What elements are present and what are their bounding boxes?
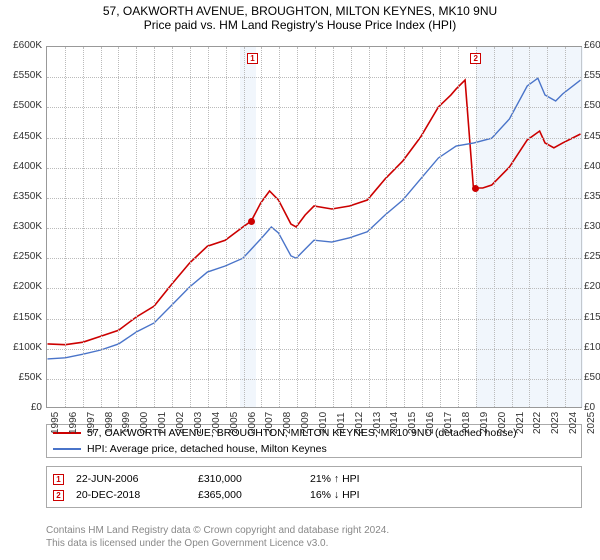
y-tick-label: £400K (0, 161, 42, 172)
x-tick-label: 2003 (193, 412, 204, 434)
x-tick-label: 1998 (104, 412, 115, 434)
x-tick-label: 2018 (461, 412, 472, 434)
x-tick-label: 2014 (389, 412, 400, 434)
x-tick-label: 2006 (247, 412, 258, 434)
point-marker-2: 2 (53, 490, 64, 501)
series-hpi (47, 78, 580, 359)
x-tick-label: 1999 (121, 412, 132, 434)
y-tick-label: £350K (0, 191, 42, 202)
x-tick-label: 2015 (407, 412, 418, 434)
x-tick-label: 2025 (586, 412, 597, 434)
y-tick-label: £200K (0, 281, 42, 292)
sale-marker-1: 1 (247, 53, 258, 64)
x-tick-label: 2021 (515, 412, 526, 434)
point-price-1: £310,000 (198, 473, 298, 485)
y-tick-label-right: £500K (584, 100, 600, 111)
point-row-2: 2 20-DEC-2018 £365,000 16% ↓ HPI (53, 487, 575, 503)
y-tick-label: £550K (0, 70, 42, 81)
x-tick-label: 2005 (229, 412, 240, 434)
x-tick-label: 2004 (211, 412, 222, 434)
point-marker-1: 1 (53, 474, 64, 485)
title-line-2: Price paid vs. HM Land Registry's House … (0, 18, 600, 32)
x-tick-label: 2002 (175, 412, 186, 434)
point-date-1: 22-JUN-2006 (76, 473, 186, 485)
y-tick-label-right: £200K (584, 281, 600, 292)
x-tick-label: 2013 (372, 412, 383, 434)
y-tick-label-right: £350K (584, 191, 600, 202)
x-tick-label: 2019 (479, 412, 490, 434)
x-tick-label: 2020 (497, 412, 508, 434)
x-tick-label: 2000 (139, 412, 150, 434)
x-tick-label: 1996 (68, 412, 79, 434)
x-tick-label: 1997 (86, 412, 97, 434)
y-tick-label: £500K (0, 100, 42, 111)
y-tick-label-right: £50K (584, 372, 600, 383)
point-perf-2: 16% ↓ HPI (310, 489, 430, 501)
y-tick-label-right: £300K (584, 221, 600, 232)
legend-row-hpi: HPI: Average price, detached house, Milt… (47, 441, 581, 457)
y-tick-label: £150K (0, 312, 42, 323)
x-tick-label: 2007 (264, 412, 275, 434)
y-tick-label: £50K (0, 372, 42, 383)
y-tick-label-right: £450K (584, 131, 600, 142)
x-tick-label: 2001 (157, 412, 168, 434)
y-tick-label-right: £400K (584, 161, 600, 172)
point-perf-1: 21% ↑ HPI (310, 473, 430, 485)
series-property (47, 80, 580, 345)
y-tick-label-right: £550K (584, 70, 600, 81)
x-tick-label: 1995 (50, 412, 61, 434)
point-date-2: 20-DEC-2018 (76, 489, 186, 501)
y-tick-label: £300K (0, 221, 42, 232)
line-svg (47, 47, 581, 407)
x-tick-label: 2008 (282, 412, 293, 434)
sale-marker-2: 2 (470, 53, 481, 64)
point-price-2: £365,000 (198, 489, 298, 501)
y-tick-label-right: £600K (584, 40, 600, 51)
x-tick-label: 2022 (532, 412, 543, 434)
x-tick-label: 2010 (318, 412, 329, 434)
title-line-1: 57, OAKWORTH AVENUE, BROUGHTON, MILTON K… (0, 4, 600, 18)
legend-swatch-hpi (53, 448, 81, 450)
x-tick-label: 2024 (568, 412, 579, 434)
footer: Contains HM Land Registry data © Crown c… (46, 524, 582, 550)
point-row-1: 1 22-JUN-2006 £310,000 21% ↑ HPI (53, 471, 575, 487)
footer-line-2: This data is licensed under the Open Gov… (46, 537, 582, 550)
y-tick-label: £600K (0, 40, 42, 51)
chart-container: 57, OAKWORTH AVENUE, BROUGHTON, MILTON K… (0, 0, 600, 560)
title-block: 57, OAKWORTH AVENUE, BROUGHTON, MILTON K… (0, 0, 600, 34)
y-tick-label: £0 (0, 402, 42, 413)
y-tick-label: £100K (0, 342, 42, 353)
x-tick-label: 2009 (300, 412, 311, 434)
legend-label-hpi: HPI: Average price, detached house, Milt… (87, 443, 327, 455)
x-tick-label: 2011 (336, 412, 347, 434)
points-table: 1 22-JUN-2006 £310,000 21% ↑ HPI 2 20-DE… (46, 466, 582, 508)
plot-area: 12 (46, 46, 582, 408)
x-tick-label: 2017 (443, 412, 454, 434)
y-tick-label-right: £100K (584, 342, 600, 353)
footer-line-1: Contains HM Land Registry data © Crown c… (46, 524, 582, 537)
y-tick-label-right: £150K (584, 312, 600, 323)
y-tick-label: £250K (0, 251, 42, 262)
x-tick-label: 2023 (550, 412, 561, 434)
y-tick-label: £450K (0, 131, 42, 142)
x-tick-label: 2016 (425, 412, 436, 434)
x-tick-label: 2012 (354, 412, 365, 434)
sale-dot-2 (472, 185, 479, 192)
y-tick-label-right: £250K (584, 251, 600, 262)
